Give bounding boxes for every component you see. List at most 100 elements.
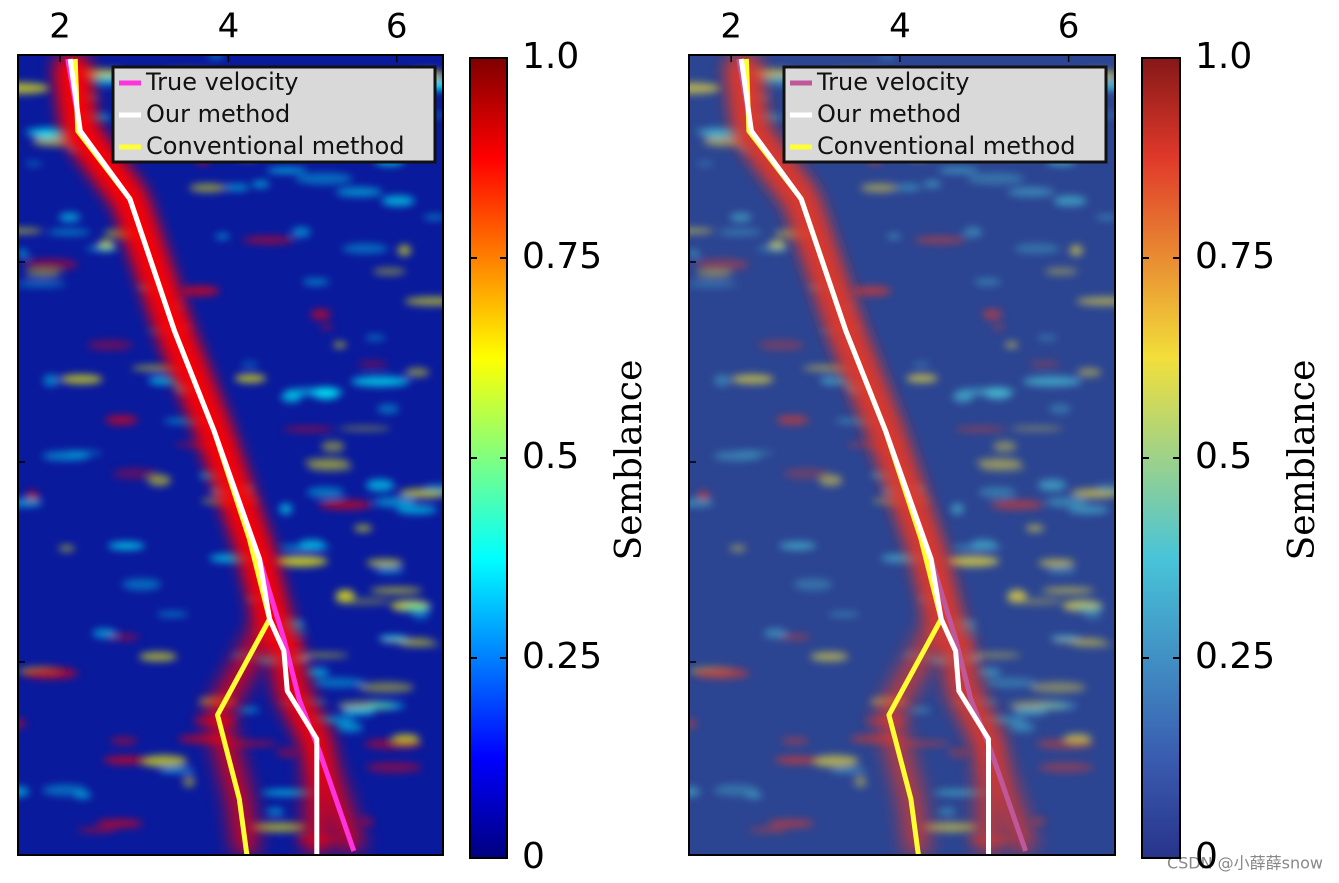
semblance-blob (139, 755, 188, 767)
semblance-blob (26, 490, 39, 503)
semblance-blob (695, 270, 733, 278)
semblance-blob (912, 362, 931, 367)
semblance-blob (306, 487, 345, 498)
semblance-blob (793, 578, 833, 591)
semblance-blob (366, 762, 422, 773)
legend-label: Conventional method (817, 132, 1076, 160)
semblance-blob (377, 404, 400, 414)
semblance-blob (932, 789, 988, 796)
semblance-blob (43, 374, 59, 387)
colorbar-label: Semblance (1282, 360, 1323, 561)
semblance-blob (341, 707, 376, 716)
semblance-blob (758, 340, 805, 351)
semblance-blob (1083, 610, 1102, 620)
semblance-blob (107, 634, 140, 641)
semblance-blob (763, 628, 788, 638)
semblance-blob (982, 309, 1003, 320)
semblance-blob (391, 733, 420, 744)
semblance-blob (381, 195, 415, 206)
semblance-blob (423, 215, 443, 220)
semblance-blob (366, 701, 406, 710)
semblance-blob (714, 374, 730, 387)
semblance-blob (377, 635, 408, 641)
semblance-blob (1045, 497, 1088, 507)
semblance-blob (283, 426, 335, 432)
semblance-blob (1038, 559, 1076, 568)
semblance-blob (304, 667, 330, 677)
semblance-blob (110, 737, 138, 745)
semblance-blob (304, 458, 350, 467)
semblance-blob (1031, 818, 1046, 825)
semblance-blob (318, 500, 372, 510)
semblance-blob (310, 309, 331, 320)
semblance-blob (729, 545, 746, 552)
semblance-blob (148, 376, 184, 385)
semblance-blob (1025, 524, 1044, 532)
semblance-blob (335, 187, 383, 197)
semblance-blob (423, 483, 443, 493)
semblance-blob (937, 808, 956, 815)
semblance-blob (1095, 483, 1115, 493)
semblance-blob (811, 755, 859, 767)
semblance-blob (366, 559, 404, 568)
semblance-blob (266, 167, 307, 173)
legend-label: Conventional method (146, 132, 405, 160)
semblance-panel (18, 55, 443, 855)
semblance-blob (103, 756, 148, 765)
semblance-blob (295, 652, 350, 658)
semblance-blob (18, 281, 67, 287)
x-tick-label: 2 (49, 7, 71, 47)
semblance-blob (802, 365, 857, 371)
semblance-blob (370, 587, 423, 594)
semblance-blob (18, 786, 30, 797)
semblance-blob (42, 451, 90, 461)
semblance-blob (273, 555, 328, 567)
legend-label: Our method (146, 100, 290, 128)
semblance-blob (990, 500, 1044, 510)
semblance-blob (22, 667, 78, 679)
semblance-blob (275, 748, 298, 758)
legend: True velocity Our method Conventional meth… (782, 65, 1108, 164)
semblance-blob (963, 227, 983, 238)
semblance-blob (311, 678, 366, 688)
semblance-blob (978, 487, 1017, 498)
semblance-blob (783, 468, 830, 479)
semblance-blob (1070, 642, 1113, 647)
semblance-blob (923, 180, 942, 188)
semblance-blob (1076, 296, 1115, 306)
semblance-blob (1036, 334, 1058, 341)
semblance-blob (992, 324, 1005, 330)
semblance-blob (105, 415, 138, 425)
semblance-blob (112, 468, 159, 479)
colorbar-tick-label: 0 (522, 836, 545, 877)
semblance-blob (1068, 505, 1110, 514)
semblance-blob (277, 545, 331, 550)
semblance-blob (854, 775, 867, 788)
x-tick-label: 6 (1058, 7, 1080, 47)
semblance-blob (404, 296, 443, 306)
semblance-blob (774, 756, 820, 765)
semblance-blob (748, 827, 788, 833)
semblance-blob (401, 604, 433, 612)
semblance-blob (1073, 604, 1104, 612)
semblance-blob (1049, 635, 1080, 641)
legend: True velocity Our method Conventional meth… (111, 65, 437, 164)
semblance-blob (689, 498, 714, 507)
semblance-blob (261, 789, 317, 796)
velocity-line (738, 58, 991, 855)
semblance-blob (375, 566, 405, 574)
semblance-blob (966, 172, 1025, 185)
semblance-blob (1095, 215, 1115, 220)
semblance-blob (713, 784, 759, 796)
colorbar-tick-label: 0.5 (1195, 436, 1252, 477)
semblance-blob (852, 285, 891, 296)
colorbar-tick-label: 0.75 (522, 236, 602, 277)
semblance-panel (689, 55, 1115, 855)
semblance-blob (779, 634, 811, 641)
semblance-blob (693, 667, 750, 679)
semblance-blob (372, 267, 406, 276)
semblance-blob (1007, 187, 1055, 197)
semblance-blob (956, 388, 1016, 396)
semblance-blob (131, 365, 186, 371)
